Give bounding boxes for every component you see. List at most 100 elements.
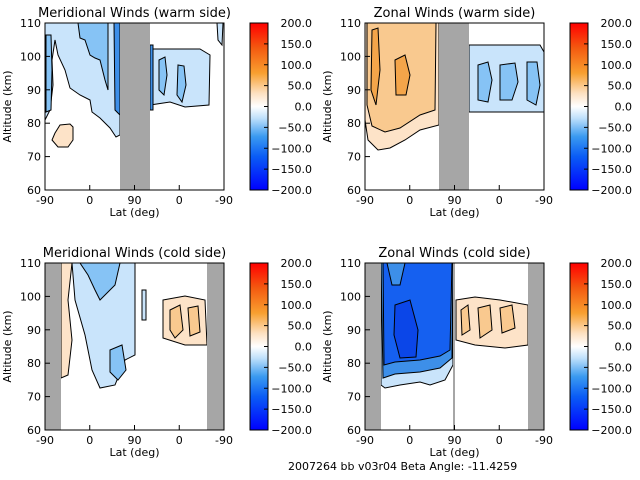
y-tick-label: 100 — [340, 290, 361, 303]
y-tick-label: 70 — [347, 151, 361, 164]
colorbar-tick-label: 50.0 — [608, 320, 633, 333]
footer-text: 2007264 bb v03r04 Beta Angle: -11.4259 — [288, 460, 517, 473]
y-tick-label: 60 — [347, 184, 361, 197]
x-axis-label: Lat (deg) — [110, 446, 160, 459]
colorbar-tick-label: 200.0 — [281, 17, 313, 30]
colorbar-tick-label: 100.0 — [281, 299, 313, 312]
y-tick-label: 60 — [347, 424, 361, 437]
contour-fills — [60, 262, 208, 389]
y-tick-label: 90 — [347, 324, 361, 337]
x-axis-label: Lat (deg) — [430, 206, 480, 219]
y-axis-label: Altitude (km) — [1, 70, 14, 142]
colorbar-tick-label: 200.0 — [281, 257, 313, 270]
no-data-band — [528, 263, 544, 430]
y-tick-label: 80 — [347, 117, 361, 130]
y-axis-label: Altitude (km) — [321, 310, 334, 382]
x-tick-label: -90 — [36, 434, 54, 447]
x-tick-label: 90 — [128, 434, 142, 447]
x-tick-label: 0 — [86, 434, 93, 447]
colorbar-tick-label: 0.0 — [295, 341, 313, 354]
colorbar-tick-label: 50.0 — [608, 80, 633, 93]
colorbar-tick-label: 0.0 — [615, 101, 633, 114]
colorbar-tick-label: 150.0 — [601, 38, 633, 51]
colorbar-tick-label: 200.0 — [601, 17, 633, 30]
colorbar-tick-label: −50.0 — [598, 361, 632, 374]
colorbar-tick-label: −50.0 — [598, 121, 632, 134]
x-tick-label: 0 — [496, 194, 503, 207]
y-tick-label: 60 — [27, 184, 41, 197]
axes-layer: Meridional Winds (warm side)110100908070… — [1, 6, 632, 459]
x-tick-label: 90 — [448, 434, 462, 447]
colorbar-tick-label: 0.0 — [615, 341, 633, 354]
colorbar-tick-label: −200.0 — [591, 424, 632, 437]
y-tick-label: 110 — [340, 17, 361, 30]
colorbar-tick-label: −200.0 — [271, 184, 312, 197]
y-tick-label: 100 — [340, 50, 361, 63]
colorbar-tick-label: 50.0 — [288, 320, 313, 333]
no-data-band — [439, 23, 469, 190]
x-tick-label: -90 — [356, 194, 374, 207]
x-tick-label: 90 — [128, 194, 142, 207]
y-tick-label: 100 — [20, 290, 41, 303]
panel-title: Zonal Winds (cold side) — [378, 246, 530, 261]
panel-title: Meridional Winds (cold side) — [43, 246, 226, 261]
y-tick-label: 60 — [27, 424, 41, 437]
no-data-band — [45, 263, 61, 430]
x-tick-label: 0 — [86, 194, 93, 207]
colorbar-tick-label: 150.0 — [601, 278, 633, 291]
colorbar-tick-label: −50.0 — [278, 361, 312, 374]
colorbar-tick-label: 200.0 — [601, 257, 633, 270]
y-tick-label: 100 — [20, 50, 41, 63]
colorbar-tick-label: 100.0 — [601, 299, 633, 312]
no-data-band — [365, 263, 381, 430]
panel-meridional-warm — [44, 22, 224, 190]
x-tick-label: -90 — [535, 194, 553, 207]
colorbar-tick-label: −100.0 — [271, 382, 312, 395]
y-axis-label: Altitude (km) — [321, 70, 334, 142]
panel-zonal-cold — [365, 262, 544, 430]
colorbar-tick-label: 150.0 — [281, 278, 313, 291]
colorbar-tick-label: −100.0 — [591, 382, 632, 395]
colorbar-tick-label: 0.0 — [295, 101, 313, 114]
y-tick-label: 90 — [27, 324, 41, 337]
x-tick-label: 0 — [406, 434, 413, 447]
x-axis-label: Lat (deg) — [430, 446, 480, 459]
colorbar-tick-label: −50.0 — [278, 121, 312, 134]
panel-meridional-cold — [45, 262, 224, 430]
colorbar-tick-label: 100.0 — [281, 59, 313, 72]
colorbar-tick-label: −200.0 — [271, 424, 312, 437]
x-axis-label: Lat (deg) — [110, 206, 160, 219]
y-tick-label: 90 — [347, 84, 361, 97]
no-data-band — [453, 263, 455, 430]
x-tick-label: 0 — [176, 194, 183, 207]
y-tick-label: 70 — [347, 391, 361, 404]
x-tick-label: 0 — [176, 434, 183, 447]
x-tick-label: 90 — [448, 194, 462, 207]
contour-fills — [380, 262, 529, 389]
x-tick-label: 0 — [406, 194, 413, 207]
colorbar-tick-label: −150.0 — [591, 163, 632, 176]
colorbar-tick-label: −150.0 — [591, 403, 632, 416]
y-tick-label: 80 — [27, 357, 41, 370]
colorbar-tick-label: −150.0 — [271, 403, 312, 416]
x-tick-label: -90 — [356, 434, 374, 447]
x-tick-label: -90 — [215, 194, 233, 207]
y-tick-label: 70 — [27, 151, 41, 164]
colorbar-tick-label: −200.0 — [591, 184, 632, 197]
panel-title: Meridional Winds (warm side) — [38, 6, 231, 21]
y-tick-label: 80 — [347, 357, 361, 370]
y-tick-label: 110 — [20, 17, 41, 30]
colorbar-tick-label: −100.0 — [591, 142, 632, 155]
y-tick-label: 110 — [340, 257, 361, 270]
colorbar-tick-label: 150.0 — [281, 38, 313, 51]
x-tick-label: -90 — [215, 434, 233, 447]
no-data-band — [207, 263, 224, 430]
y-tick-label: 80 — [27, 117, 41, 130]
panel-title: Zonal Winds (warm side) — [374, 6, 536, 21]
x-tick-label: -90 — [535, 434, 553, 447]
x-tick-label: -90 — [36, 194, 54, 207]
colorbar-tick-label: 100.0 — [601, 59, 633, 72]
colorbar-tick-label: 50.0 — [288, 80, 313, 93]
